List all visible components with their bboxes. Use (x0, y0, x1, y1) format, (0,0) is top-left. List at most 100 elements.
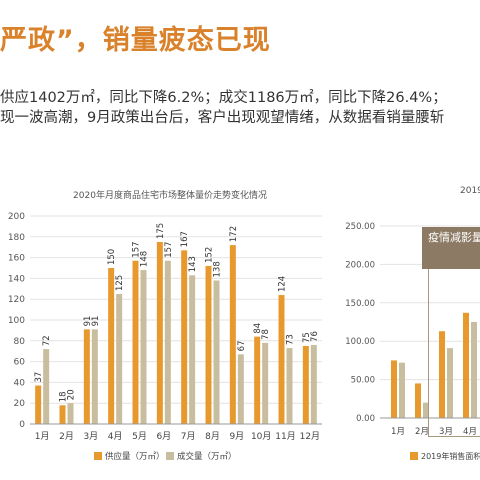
side-bar-2020 (471, 322, 477, 418)
y-tick-label: 200.00 (345, 260, 375, 270)
bar-value-label: 78 (261, 329, 271, 340)
supply-bar (181, 250, 188, 424)
x-tick-label: 2月 (415, 427, 429, 437)
x-tick-label: 3月 (439, 427, 453, 437)
supply-bar (132, 260, 139, 424)
sales-bar (310, 344, 317, 424)
y-tick-label: 60 (14, 358, 26, 368)
secondary-chart-panel: 2019 0.00 50.00 100.00 150.00 200.00 250.00 1月… (330, 180, 480, 480)
side-bar-2020 (447, 348, 453, 418)
sales-bar (140, 270, 147, 424)
paragraph-line-2: 现一波高潮，9月政策出台后，客户出现观望情绪，从数据看销量腰斩 (0, 110, 445, 126)
bar-value-label: 67 (237, 340, 247, 351)
bar-value-label: 72 (42, 335, 52, 346)
y-tick-label: 120 (8, 295, 25, 305)
x-tick-label: 9月 (229, 431, 244, 442)
legend-label: 成交量（万㎡） (177, 451, 237, 462)
x-tick-label: 1月 (35, 431, 50, 442)
side-bar-2019 (391, 360, 397, 418)
headline: 严政”，销量疲态已现 (0, 25, 271, 56)
y-tick-label: 50.00 (351, 376, 375, 386)
sales-bar (164, 260, 171, 424)
supply-bar (108, 268, 115, 424)
side-bar-2019 (463, 312, 469, 418)
secondary-chart-title: 2019 (460, 186, 480, 196)
sales-bar (67, 403, 74, 424)
side-bar-2020 (399, 362, 405, 418)
bar-value-label: 172 (229, 226, 239, 242)
sales-bar (262, 342, 269, 424)
legend-supply-swatch (94, 452, 102, 460)
supply-bar (205, 265, 212, 424)
x-tick-label: 7月 (181, 431, 196, 442)
secondary-bar-chart: 0.00 50.00 100.00 150.00 200.00 250.00 1月 2月 3月 4… (345, 222, 480, 461)
side-bar-2020 (423, 402, 429, 418)
bar-value-label: 37 (34, 372, 44, 383)
bar-value-label: 76 (310, 331, 320, 342)
sales-bar (213, 280, 220, 424)
bar-value-label: 124 (278, 276, 288, 292)
sales-bar (91, 329, 98, 424)
supply-bar (83, 329, 90, 424)
bar-value-label: 91 (83, 316, 93, 327)
supply-bar (229, 245, 236, 424)
bar-value-label: 157 (132, 241, 142, 257)
y-tick-label: 80 (14, 337, 26, 347)
supply-bar (278, 295, 285, 424)
x-tick-label: 3月 (83, 431, 98, 442)
sales-bar (286, 348, 293, 424)
y-tick-label: 20 (14, 399, 26, 409)
bar-value-label: 143 (188, 256, 198, 272)
legend-label: 供应量（万㎡） (105, 451, 165, 462)
sales-bar (116, 294, 123, 424)
chart-title: 2020年月度商品住宅市场整体量价走势变化情况 (73, 189, 267, 201)
y-tick-label: 100 (8, 316, 25, 326)
y-tick-label: 100.00 (345, 337, 375, 347)
bar-value-label: 18 (59, 391, 69, 402)
x-tick-label: 6月 (156, 431, 171, 442)
y-tick-label: 140 (8, 274, 25, 284)
x-tick-label: 2月 (59, 431, 74, 442)
x-tick-label: 4月 (463, 427, 477, 437)
bar-value-label: 138 (213, 261, 223, 277)
legend-2019-swatch (410, 452, 418, 460)
x-tick-label: 1月 (391, 427, 405, 437)
bar-value-label: 125 (115, 275, 125, 291)
x-tick-label: 4月 (108, 431, 123, 442)
sales-bar (189, 275, 196, 424)
x-tick-label: 8月 (205, 431, 220, 442)
y-tick-label: 250.00 (345, 222, 375, 232)
bar-value-label: 167 (180, 231, 190, 247)
y-tick-label: 180 (8, 233, 25, 243)
bar-value-label: 75 (302, 332, 312, 343)
y-tick-label: 0.00 (356, 414, 375, 424)
supply-bar (254, 336, 261, 424)
legend-sales-swatch (166, 452, 174, 460)
supply-bar (302, 346, 309, 424)
y-tick-label: 150.00 (345, 299, 375, 309)
bar-value-label: 91 (91, 316, 101, 327)
x-tick-label: 11月 (275, 431, 295, 442)
y-tick-label: 40 (14, 378, 26, 388)
bar-value-label: 175 (156, 223, 166, 239)
y-tick-label: 200 (8, 212, 25, 222)
sales-bar (43, 349, 50, 424)
legend-label: 2019年销售面积 (421, 451, 480, 461)
supply-bar (35, 385, 42, 424)
x-tick-label: 10月 (251, 431, 271, 442)
side-bar-2019 (439, 331, 445, 418)
y-tick-label: 160 (8, 254, 25, 264)
supply-bar (156, 242, 163, 424)
y-tick-label: 0 (19, 420, 25, 430)
x-tick-label: 5月 (132, 431, 147, 442)
bar-value-label: 84 (253, 323, 263, 334)
bar-value-label: 148 (140, 251, 150, 267)
bar-value-label: 150 (107, 249, 117, 265)
x-tick-label: 12月 (300, 431, 320, 442)
sales-bar (237, 354, 244, 424)
annotation-badge: 疫情减影量迅速 (422, 227, 480, 269)
bar-value-label: 152 (205, 247, 215, 263)
paragraph-line-1: 供应1402万㎡，同比下降6.2%；成交1186万㎡，同比下降26.4%； (0, 90, 447, 106)
supply-bar (59, 405, 66, 424)
